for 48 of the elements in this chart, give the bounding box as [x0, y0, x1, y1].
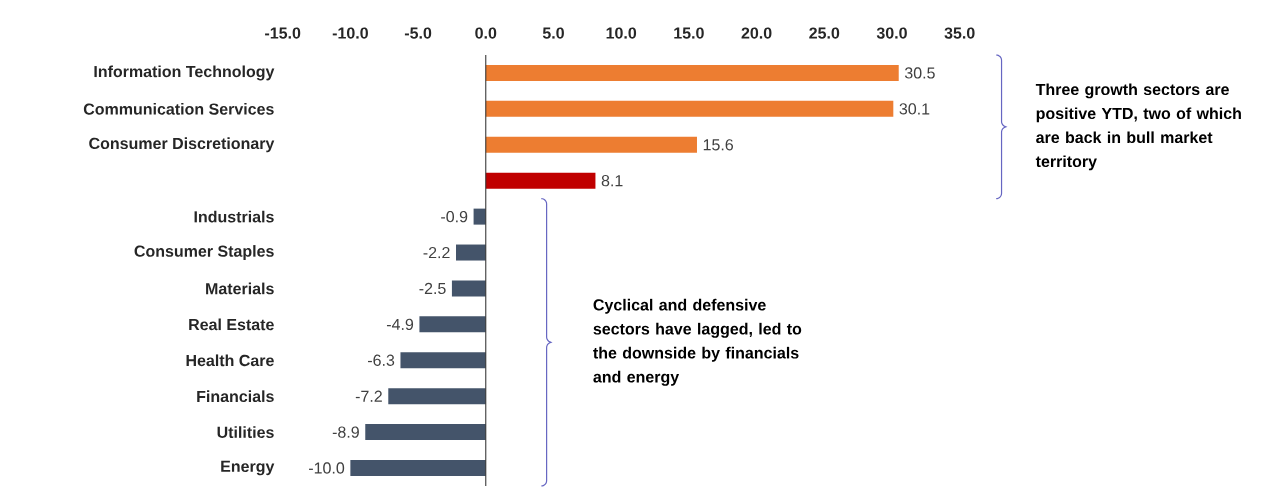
y-tick-label: Consumer Staples	[134, 245, 274, 260]
data-label: -4.9	[386, 318, 414, 331]
bar	[473, 208, 486, 225]
y-tick-label: Health Care	[186, 354, 274, 367]
y-tick-label: Communication Services	[83, 103, 274, 115]
x-tick-label: 0.0	[475, 27, 497, 39]
bar	[400, 352, 486, 369]
y-tick-label: Financials	[197, 390, 274, 403]
annotation: Cyclical and defensive sectors have lagged, led to the downside by financials and energy	[593, 298, 802, 386]
bar	[485, 136, 697, 153]
x-tick-label: 15.0	[674, 27, 704, 39]
bar	[365, 424, 486, 441]
text: Three growth sectors are positive YTD, two of which are back in bull market territory	[1035, 83, 1241, 171]
data-label: 30.5	[904, 67, 935, 79]
y-tick-label: Real Estate	[189, 318, 274, 331]
y-tick-label: Energy	[221, 460, 275, 476]
x-tick-label: 10.0	[606, 27, 637, 39]
bar	[485, 100, 894, 117]
y-tick-label: Consumer Discretionary	[89, 137, 275, 153]
bar	[455, 244, 486, 261]
bar	[485, 172, 596, 189]
x-tick-label: 25.0	[809, 27, 840, 39]
bar	[419, 316, 486, 333]
bar	[451, 280, 486, 297]
y-tick-label: Utilities	[217, 426, 274, 438]
data-label: -2.2	[423, 246, 450, 259]
x-tick-label: 5.0	[542, 27, 564, 39]
x-tick-label: -10.0	[332, 27, 368, 39]
x-tick-label: 20.0	[741, 27, 772, 39]
x-tick-label: 30.0	[876, 27, 907, 39]
data-label: -8.9	[332, 426, 359, 438]
data-label: -2.5	[419, 282, 446, 295]
data-label: 8.1	[601, 175, 623, 187]
x-tick-label: -15.0	[265, 27, 301, 39]
data-label: -10.0	[309, 462, 345, 474]
bar	[350, 460, 486, 477]
data-label: 15.6	[703, 139, 734, 151]
data-label: -7.2	[355, 390, 382, 402]
bar	[485, 64, 899, 81]
x-tick-label: 35.0	[944, 27, 975, 39]
data-label: -6.3	[368, 354, 395, 366]
bar	[388, 388, 486, 405]
y-tick-label: Industrials	[194, 210, 274, 223]
data-label: -0.9	[441, 210, 468, 223]
y-tick-label: Materials	[206, 282, 274, 295]
x-tick-label: -5.0	[404, 27, 432, 39]
data-label: 30.1	[899, 103, 930, 115]
y-tick-label: Information Technology	[94, 65, 275, 81]
